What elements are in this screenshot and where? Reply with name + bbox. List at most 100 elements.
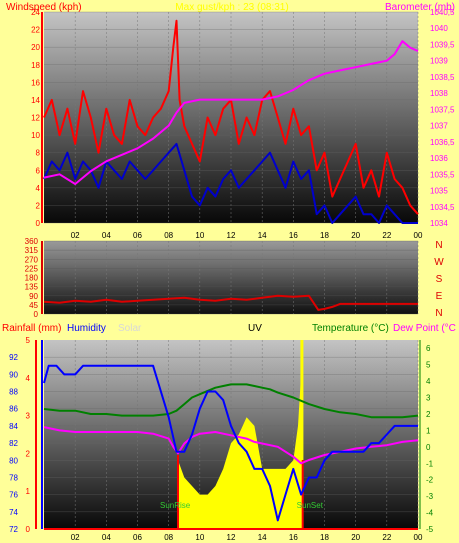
- wind-x-tick: 20: [351, 231, 360, 240]
- wind-x-tick: 12: [227, 231, 236, 240]
- wind-x-tick: 02: [71, 231, 80, 240]
- humidity-y-tick: 80: [9, 456, 18, 465]
- temperature-y-tick: 5: [426, 361, 431, 370]
- rainfall-title: Rainfall (mm): [2, 323, 61, 334]
- temperature-y-tick: 2: [426, 410, 431, 419]
- humidity-y-tick: 92: [9, 353, 18, 362]
- temperature-title: Temperature (°C): [312, 323, 389, 334]
- wind-x-tick: 14: [258, 231, 267, 240]
- humidity-x-tick: 16: [289, 533, 298, 542]
- direction-y-tick: 270: [25, 255, 39, 264]
- rain-y-tick: 5: [26, 336, 31, 345]
- wind-y-tick: 14: [31, 96, 40, 105]
- barometer-y-tick: 1038: [430, 89, 448, 98]
- humidity-y-tick: 78: [9, 473, 18, 482]
- solar-area: [178, 348, 303, 529]
- wind-x-tick: 08: [164, 231, 173, 240]
- humidity-y-tick: 88: [9, 388, 18, 397]
- wind-y-tick: 4: [36, 184, 41, 193]
- temperature-y-tick: 6: [426, 344, 431, 353]
- humidity-x-tick: 14: [258, 533, 267, 542]
- max-gust-title: Max gust/kph : 23 (08:31): [175, 2, 288, 13]
- wind-x-tick: 18: [320, 231, 329, 240]
- temperature-line: [43, 383, 419, 419]
- direction-y-tick: 45: [29, 301, 38, 310]
- wind-y-tick: 16: [31, 78, 40, 87]
- solar-title: Solar: [118, 323, 142, 334]
- humidity-y-tick: 84: [9, 422, 18, 431]
- wind-y-tick: 10: [31, 131, 40, 140]
- rain-y-tick: 2: [26, 449, 31, 458]
- temperature-y-tick: -4: [426, 509, 434, 518]
- humidity-x-tick: 18: [320, 533, 329, 542]
- barometer-y-tick: 1035,5: [430, 170, 455, 179]
- wind-y-tick: 20: [31, 43, 40, 52]
- wind-y-tick: 22: [31, 26, 40, 35]
- wind-x-tick: 22: [382, 231, 391, 240]
- humidity-x-tick: 08: [164, 533, 173, 542]
- wind-speed-title: Windspeed (kph): [6, 2, 82, 13]
- temperature-y-tick: 3: [426, 394, 431, 403]
- dew-point-title: Dew Point (°C: [393, 323, 456, 334]
- rain-y-tick: 1: [26, 487, 31, 496]
- barometer-y-tick: 1036,5: [430, 138, 455, 147]
- compass-letter: E: [436, 291, 443, 302]
- humidity-y-tick: 72: [9, 525, 18, 534]
- wind-y-tick: 2: [36, 201, 41, 210]
- humidity-x-tick: 10: [195, 533, 204, 542]
- wind-gust-line: [43, 19, 419, 215]
- wind-x-tick: 00: [414, 231, 423, 240]
- direction-y-tick: 90: [29, 292, 38, 301]
- humidity-line: [43, 364, 418, 522]
- barometer-y-tick: 1034: [430, 219, 448, 228]
- humidity-x-tick: 00: [414, 533, 423, 542]
- temperature-y-tick: 0: [426, 443, 431, 452]
- temperature-y-tick: -1: [426, 459, 434, 468]
- barometer-y-tick: 1040,5: [430, 8, 455, 17]
- wind-y-tick: 24: [31, 8, 40, 17]
- humidity-y-tick: 90: [9, 370, 18, 379]
- humidity-y-tick: 74: [9, 508, 18, 517]
- rain-y-tick: 4: [26, 374, 31, 383]
- direction-y-tick: 180: [25, 274, 39, 283]
- direction-y-tick: 0: [34, 310, 39, 319]
- barometer-y-tick: 1039,5: [430, 40, 455, 49]
- sunrise-label: SunRise: [160, 501, 191, 510]
- rain-y-tick: 3: [26, 412, 31, 421]
- humidity-x-tick: 04: [102, 533, 111, 542]
- humidity-y-tick: 82: [9, 439, 18, 448]
- wind-y-tick: 12: [31, 114, 40, 123]
- barometer-y-tick: 1037,5: [430, 105, 455, 114]
- barometer-y-tick: 1036: [430, 154, 448, 163]
- wind-y-tick: 6: [36, 166, 41, 175]
- barometer-y-tick: 1035: [430, 187, 448, 196]
- temperature-y-tick: 4: [426, 377, 431, 386]
- direction-y-tick: 135: [25, 283, 39, 292]
- wind-y-tick: 0: [36, 219, 41, 228]
- wind-direction-line: [43, 294, 418, 311]
- compass-letter: S: [436, 274, 443, 285]
- wind-y-tick: 18: [31, 61, 40, 70]
- humidity-y-tick: 86: [9, 405, 18, 414]
- temperature-y-tick: -5: [426, 525, 434, 534]
- temperature-y-tick: 1: [426, 426, 431, 435]
- compass-letter: N: [435, 240, 442, 251]
- wind-x-tick: 06: [133, 231, 142, 240]
- humidity-x-tick: 12: [227, 533, 236, 542]
- temperature-y-tick: -3: [426, 492, 434, 501]
- wind-x-tick: 16: [289, 231, 298, 240]
- barometer-y-tick: 1039: [430, 57, 448, 66]
- direction-y-tick: 225: [25, 264, 39, 273]
- barometer-y-tick: 1040: [430, 24, 448, 33]
- wind-x-tick: 04: [102, 231, 111, 240]
- barometer-line: [43, 40, 419, 185]
- compass-letter: W: [434, 257, 444, 268]
- direction-y-tick: 315: [25, 246, 39, 255]
- direction-y-tick: 360: [25, 237, 39, 246]
- humidity-y-tick: 76: [9, 491, 18, 500]
- humidity-x-tick: 02: [71, 533, 80, 542]
- barometer-title: Barometer (mb): [385, 2, 455, 13]
- wind-x-tick: 10: [195, 231, 204, 240]
